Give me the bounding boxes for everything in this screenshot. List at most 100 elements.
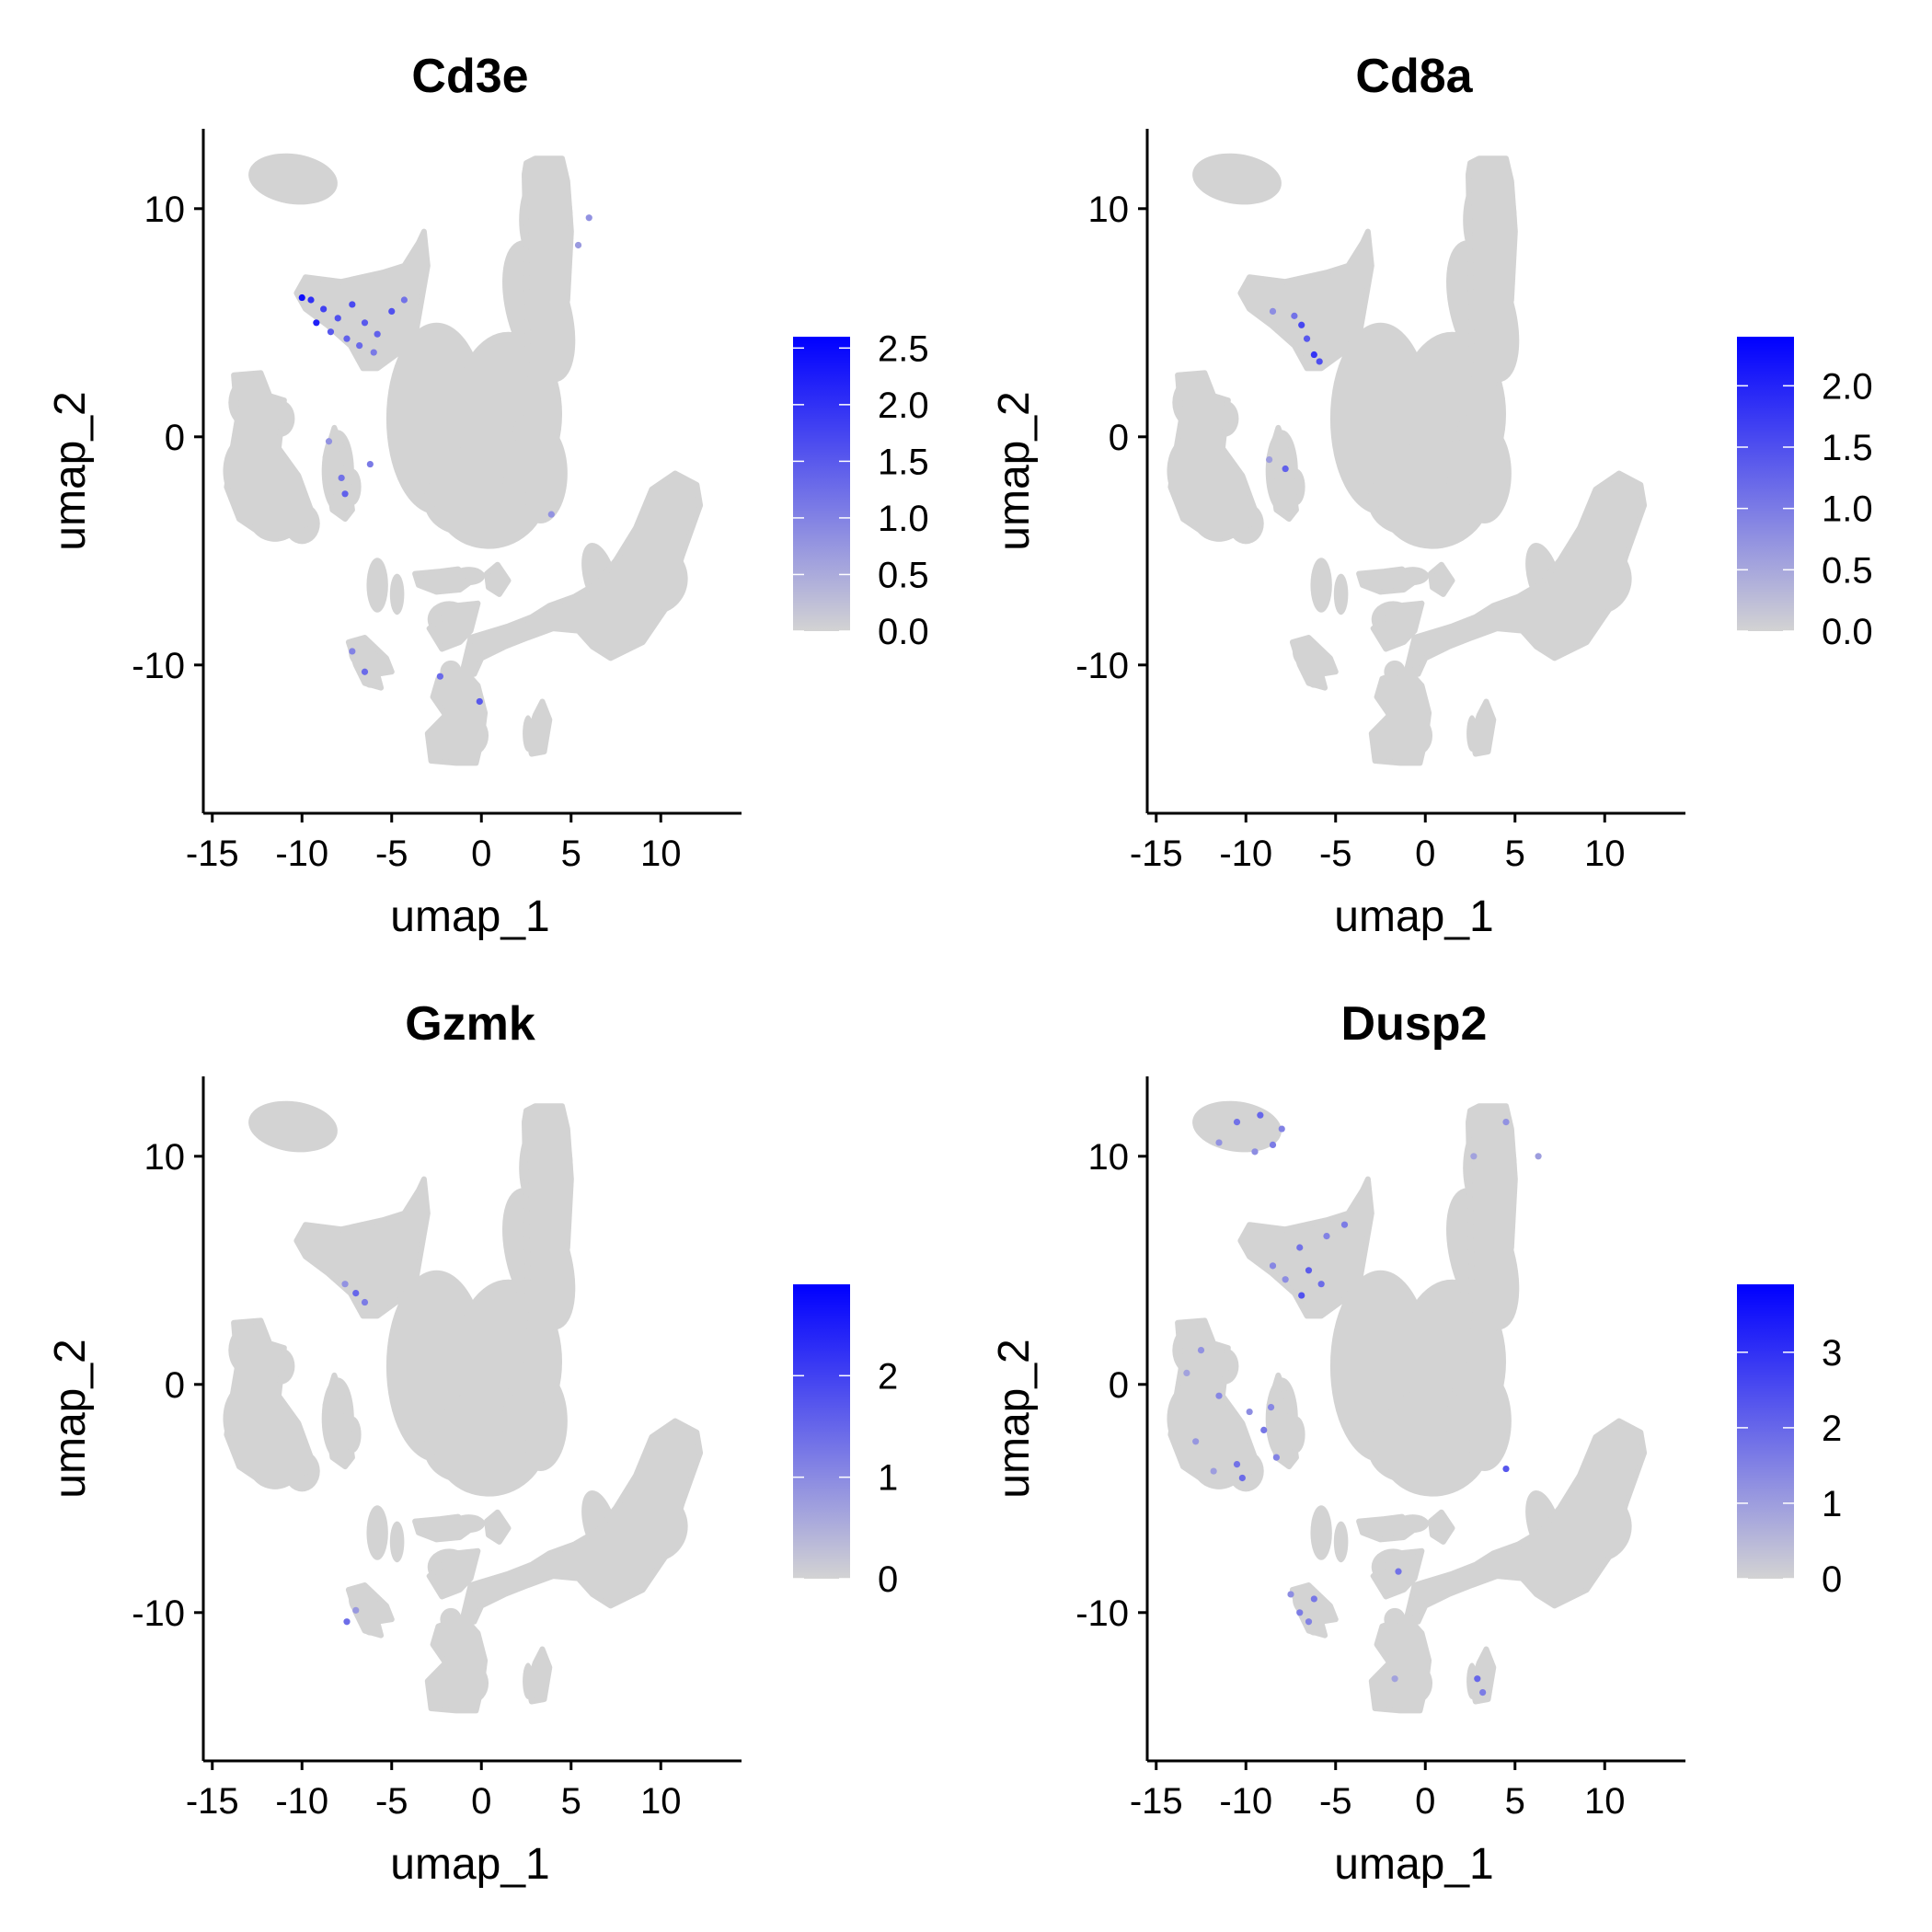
cell-cluster-blob	[389, 1521, 405, 1563]
x-axis-title: umap_1	[390, 1840, 549, 1889]
y-axis-title: umap_2	[990, 391, 1039, 550]
color-legend-label: 1.5	[1822, 428, 1873, 468]
color-legend-label: 0.0	[1822, 612, 1873, 652]
expressing-cells	[341, 1281, 369, 1626]
cell-cluster-blob	[484, 1509, 512, 1545]
expressing-cell-point	[1317, 1281, 1325, 1288]
expressing-cells	[1266, 307, 1323, 473]
expressing-cell-point	[343, 1618, 351, 1626]
cell-cluster-blob	[1368, 1614, 1432, 1714]
expressing-cell-point	[1233, 1119, 1241, 1126]
expressing-cell-point	[1260, 1426, 1268, 1433]
panel-dusp2: Dusp2 -15 -10 -5 0 5 10 -10 0 10 umap_1 umap_2 0 1 2 3	[990, 997, 1842, 1889]
color-legend-label: 2.0	[1822, 366, 1873, 407]
expressing-cell-point	[349, 648, 356, 655]
cell-cluster-blob	[345, 1582, 395, 1639]
cell-cluster-blob	[1289, 635, 1339, 691]
color-legend-label: 0.5	[1822, 550, 1873, 591]
panel-title: Gzmk	[405, 997, 535, 1051]
expressing-cell-point	[1272, 1454, 1280, 1461]
y-tick-label: 0	[1109, 1365, 1129, 1406]
expressing-cell-point	[1391, 1675, 1398, 1683]
expressing-cell-point	[341, 490, 349, 498]
expressing-cell-point	[585, 214, 592, 222]
panel-title: Dusp2	[1341, 997, 1488, 1051]
x-tick-label: -10	[275, 1781, 328, 1822]
expressing-cell-point	[320, 305, 328, 313]
cell-cluster-blob	[1428, 561, 1455, 597]
cell-cluster-blob	[1404, 1418, 1648, 1625]
cell-cluster-blob	[1237, 228, 1374, 372]
expressing-cell-point	[352, 1290, 360, 1297]
color-legend: 0 1 2	[793, 1284, 898, 1600]
panel-title: Cd3e	[411, 50, 528, 103]
color-legend-label: 0	[1822, 1559, 1842, 1600]
expressing-cell-point	[361, 668, 369, 675]
color-legend-label: 2.5	[878, 328, 929, 369]
color-legend: 0.0 0.5 1.0 1.5 2.0 2.5	[793, 328, 929, 652]
cell-cluster-blob	[389, 573, 405, 615]
cell-cluster-blob	[1310, 1505, 1332, 1560]
x-axis-title: umap_1	[390, 892, 549, 941]
expressing-cell-point	[1215, 1392, 1223, 1399]
expressing-cell-point	[1502, 1465, 1510, 1473]
cell-cluster-blob	[426, 600, 481, 652]
expressing-cell-point	[1298, 321, 1305, 328]
expressing-cell-point	[1251, 1148, 1259, 1156]
x-tick-label: 10	[640, 1781, 682, 1822]
y-tick-label: 0	[165, 418, 185, 458]
expressing-cell-point	[1197, 1347, 1205, 1354]
x-tick-label: -15	[1130, 1781, 1183, 1822]
color-legend-label: 2	[1822, 1409, 1842, 1449]
cell-cluster-blob	[322, 1372, 355, 1470]
cell-cluster-blob	[293, 1176, 431, 1319]
cell-cluster-blob	[412, 1513, 476, 1543]
x-tick-label: -5	[375, 834, 408, 874]
cell-cluster-blob	[424, 1614, 489, 1714]
expressing-cell-point	[366, 460, 374, 468]
cell-cluster-blob	[1370, 600, 1425, 652]
y-tick-label: -10	[132, 646, 185, 686]
cell-cluster-blob	[248, 153, 338, 205]
expressing-cell-point	[1238, 1474, 1246, 1482]
expressing-cell-point	[1303, 335, 1311, 342]
x-tick-label: 5	[561, 834, 581, 874]
y-axis-title: umap_2	[46, 391, 95, 550]
x-tick-label: -15	[186, 834, 239, 874]
panel-cd8a: Cd8a -15 -10 -5 0 5 10 -10 0 10 umap_1 umap_2 0.0 0.5…	[990, 50, 1873, 941]
expressing-cell-point	[1282, 1276, 1289, 1283]
y-tick-label: 10	[1088, 1137, 1130, 1178]
expressing-cell-point	[1269, 1141, 1277, 1148]
color-legend-label: 2	[878, 1356, 898, 1397]
cell-cluster-blob	[1333, 573, 1349, 615]
color-legend-label: 2.0	[878, 385, 929, 426]
expressing-cell-point	[338, 474, 345, 482]
umap-cells-background	[223, 1100, 704, 1714]
y-axis-title: umap_2	[990, 1339, 1039, 1498]
y-tick-label: 0	[165, 1365, 185, 1406]
umap-cells-background	[1167, 153, 1648, 766]
cell-cluster-blob	[525, 698, 553, 757]
y-tick-label: -10	[132, 1593, 185, 1634]
expressing-cell-point	[361, 1298, 369, 1306]
color-legend-bar	[1737, 337, 1794, 631]
color-legend-label: 1	[1822, 1484, 1842, 1524]
color-legend-label: 1	[878, 1458, 898, 1499]
expressing-cell-point	[1395, 1568, 1402, 1575]
cell-cluster-blob	[1310, 558, 1332, 613]
expressing-cell-point	[327, 328, 335, 336]
expressing-cell-point	[1233, 1461, 1241, 1468]
color-legend-label: 1.5	[878, 442, 929, 482]
expressing-cell-point	[547, 511, 555, 518]
x-tick-label: 10	[1584, 1781, 1626, 1822]
x-tick-label: 5	[561, 1781, 581, 1822]
cell-cluster-blob	[366, 1505, 388, 1560]
expressing-cell-point	[1269, 1262, 1277, 1270]
x-tick-label: -5	[375, 1781, 408, 1822]
cell-cluster-blob	[460, 1418, 704, 1625]
expressing-cell-point	[1470, 1153, 1478, 1160]
expressing-cell-point	[1282, 465, 1289, 473]
expressing-cell-point	[400, 296, 408, 304]
cell-cluster-blob	[293, 228, 431, 372]
